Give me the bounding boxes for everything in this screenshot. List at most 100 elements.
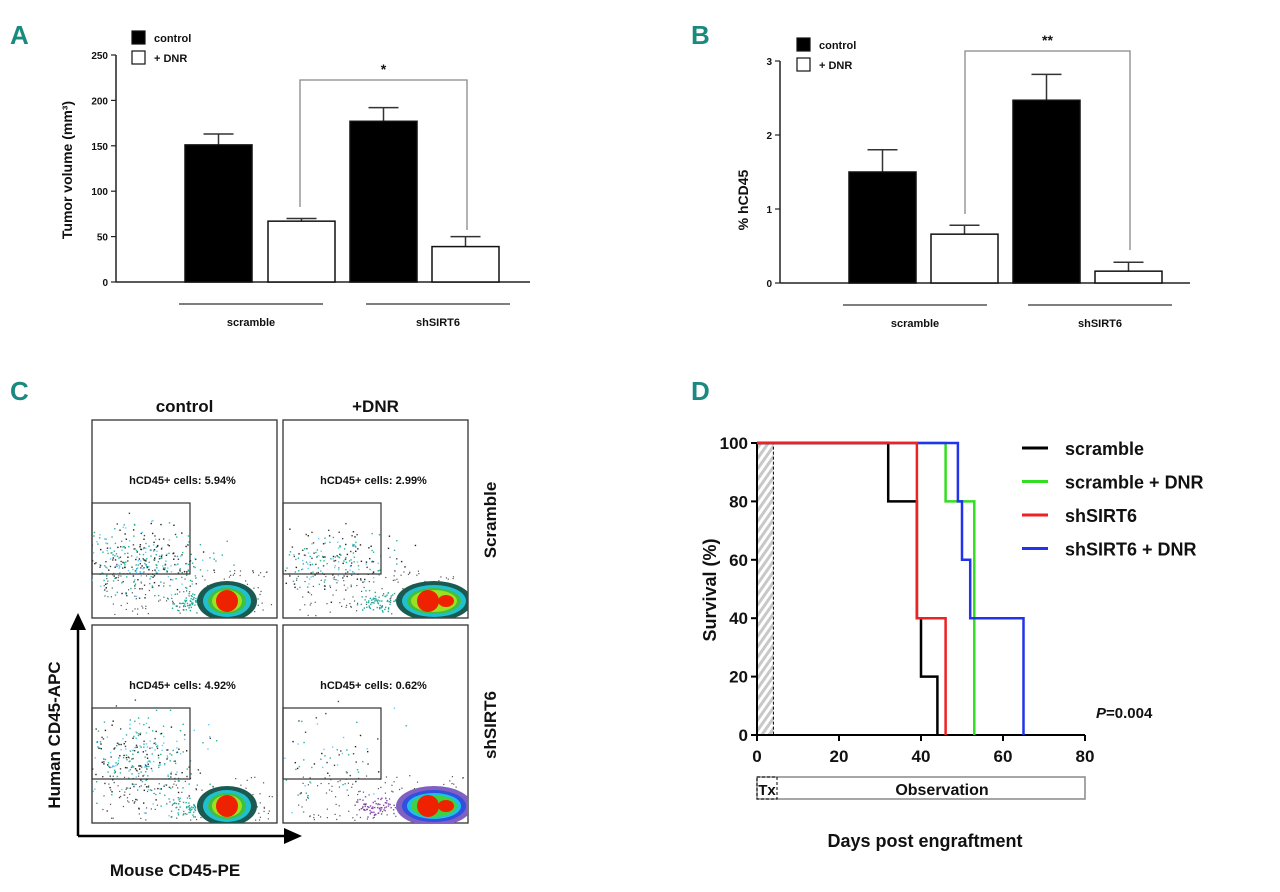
event-dot — [354, 745, 357, 748]
event-dot — [328, 529, 330, 532]
event-dot — [82, 571, 83, 572]
event-dot — [307, 552, 310, 554]
event-dot — [195, 818, 198, 821]
event-dot — [345, 572, 347, 574]
event-dot — [389, 603, 391, 606]
event-dot — [158, 783, 160, 785]
event-dot — [378, 596, 380, 599]
event-dot — [354, 545, 356, 547]
event-dot — [309, 564, 312, 566]
y-tick-label: 60 — [729, 551, 748, 570]
event-dot — [307, 795, 309, 797]
event-dot — [368, 547, 370, 549]
event-dot — [138, 558, 141, 560]
event-dot — [316, 549, 319, 551]
event-dot — [170, 578, 172, 581]
event-dot — [116, 555, 119, 557]
event-dot — [342, 562, 344, 565]
event-dot — [330, 601, 333, 603]
event-dot — [342, 577, 344, 579]
event-dot — [455, 786, 457, 788]
event-dot — [146, 566, 149, 568]
event-dot — [263, 807, 265, 809]
event-dot — [375, 813, 377, 816]
event-dot — [166, 756, 169, 759]
event-dot — [357, 771, 360, 773]
event-dot — [379, 569, 381, 571]
event-dot — [352, 545, 354, 547]
group-label: scramble — [227, 317, 275, 329]
event-dot — [377, 771, 380, 773]
event-dot — [331, 790, 333, 792]
event-dot — [188, 607, 190, 609]
event-dot — [195, 558, 197, 561]
event-dot — [353, 543, 355, 546]
event-dot — [165, 554, 168, 557]
y-axis-label: Human CD45-APC — [45, 661, 64, 808]
event-dot — [315, 563, 317, 566]
event-dot — [126, 787, 129, 789]
event-dot — [153, 581, 156, 584]
event-dot — [81, 598, 82, 599]
event-dot — [323, 585, 326, 587]
event-dot — [348, 560, 351, 562]
event-dot — [285, 582, 287, 585]
event-dot — [123, 524, 125, 526]
event-dot — [134, 585, 136, 587]
event-dot — [153, 742, 155, 745]
event-dot — [365, 561, 368, 563]
event-dot — [191, 580, 193, 582]
event-dot — [150, 522, 152, 525]
event-dot — [336, 582, 338, 584]
event-dot — [452, 576, 455, 578]
event-dot — [307, 591, 310, 593]
event-dot — [60, 555, 61, 556]
event-dot — [108, 569, 110, 571]
event-dot — [135, 798, 137, 801]
event-dot — [154, 557, 156, 559]
event-dot — [182, 813, 185, 815]
event-dot — [116, 565, 118, 568]
event-dot — [104, 782, 106, 785]
event-dot — [234, 570, 236, 572]
event-dot — [103, 579, 105, 582]
event-dot — [189, 807, 191, 809]
event-dot — [369, 568, 371, 571]
event-dot — [451, 782, 453, 785]
event-dot — [105, 561, 107, 563]
event-dot — [151, 585, 154, 587]
event-dot — [318, 583, 321, 586]
event-dot — [438, 580, 440, 582]
event-dot — [372, 601, 374, 604]
event-dot — [347, 754, 350, 756]
event-dot — [95, 781, 98, 783]
event-dot — [196, 612, 198, 614]
event-dot — [174, 593, 176, 595]
event-dot — [346, 789, 348, 791]
event-dot — [326, 808, 328, 810]
event-dot — [337, 700, 340, 703]
event-dot — [142, 572, 144, 575]
event-dot — [223, 578, 225, 580]
event-dot — [140, 765, 142, 767]
event-dot — [226, 540, 228, 542]
event-dot — [187, 604, 189, 607]
event-dot — [122, 526, 124, 528]
event-dot — [379, 604, 381, 607]
event-dot — [384, 608, 386, 611]
event-dot — [188, 811, 190, 814]
event-dot — [128, 760, 130, 763]
event-dot — [126, 602, 128, 604]
event-dot — [376, 606, 378, 609]
event-dot — [233, 564, 235, 566]
event-dot — [84, 566, 85, 567]
event-dot — [112, 817, 114, 819]
event-dot — [114, 527, 116, 530]
event-dot — [140, 771, 142, 773]
event-dot — [130, 555, 133, 557]
x-tick-label: 60 — [994, 747, 1013, 766]
event-dot — [120, 575, 122, 577]
event-dot — [115, 705, 118, 707]
event-dot — [149, 760, 151, 762]
event-dot — [137, 734, 140, 737]
